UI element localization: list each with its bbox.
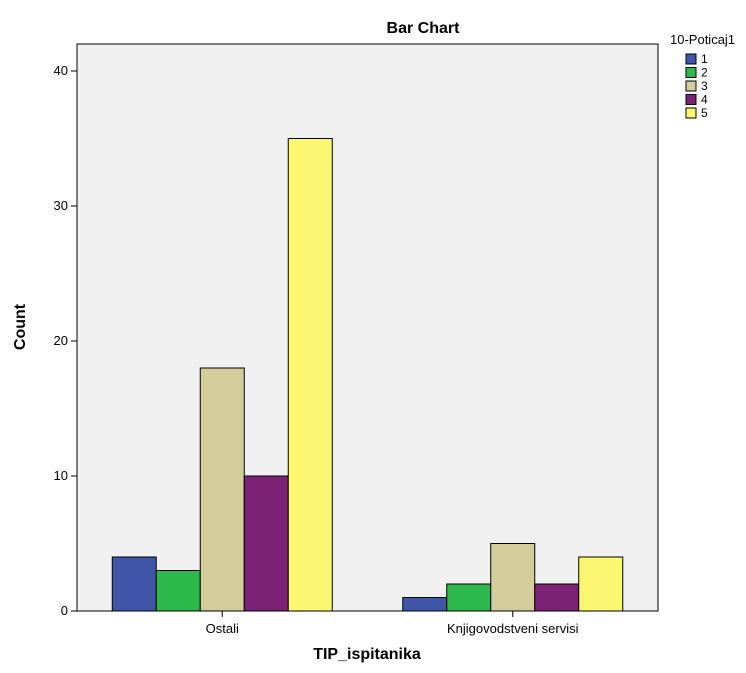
x-tick-label: Ostali bbox=[206, 621, 239, 636]
chart-title: Bar Chart bbox=[387, 20, 461, 37]
legend-swatch-3 bbox=[685, 80, 697, 92]
y-tick-label: 10 bbox=[54, 468, 68, 483]
legend-swatch-1 bbox=[685, 53, 697, 65]
legend-swatch-4 bbox=[685, 94, 697, 105]
legend-swatch-5 bbox=[685, 107, 697, 119]
y-tick-label: 0 bbox=[61, 603, 68, 618]
legend-swatch-2 bbox=[685, 67, 697, 78]
y-axis-label: Count bbox=[12, 303, 29, 350]
bar-knjigovodstveni-servisi-series-2 bbox=[446, 583, 492, 612]
legend-label-2: 2 bbox=[701, 66, 708, 80]
legend-label-4: 4 bbox=[701, 93, 708, 107]
legend-title: 10-Poticaj1 bbox=[670, 32, 735, 47]
x-axis: Ostali Knjigovodstveni servisi bbox=[206, 611, 579, 636]
legend-label-1: 1 bbox=[701, 52, 708, 66]
legend-label-3: 3 bbox=[701, 79, 708, 93]
bar-ostali-series-1 bbox=[111, 556, 157, 612]
bar-ostali-series-5 bbox=[287, 138, 333, 612]
y-tick-label: 20 bbox=[54, 333, 68, 348]
legend-label-5: 5 bbox=[701, 106, 708, 120]
y-tick-label: 30 bbox=[54, 198, 68, 213]
y-axis: 0 10 20 30 40 bbox=[54, 63, 77, 618]
bar-ostali-series-4 bbox=[243, 475, 289, 612]
x-axis-label: TIP_ispitanika bbox=[313, 646, 421, 663]
bar-ostali-series-2 bbox=[155, 570, 201, 612]
bar-knjigovodstveni-servisi-series-1 bbox=[402, 597, 448, 612]
x-tick-label: Knjigovodstveni servisi bbox=[447, 621, 579, 636]
bar-ostali-series-3 bbox=[199, 367, 245, 612]
y-tick-label: 40 bbox=[54, 63, 68, 78]
bar-knjigovodstveni-servisi-series-5 bbox=[578, 556, 624, 612]
plot-area bbox=[76, 43, 659, 612]
bars bbox=[111, 138, 624, 612]
bar-knjigovodstveni-servisi-series-4 bbox=[534, 583, 580, 612]
bar-knjigovodstveni-servisi-series-3 bbox=[490, 543, 536, 612]
